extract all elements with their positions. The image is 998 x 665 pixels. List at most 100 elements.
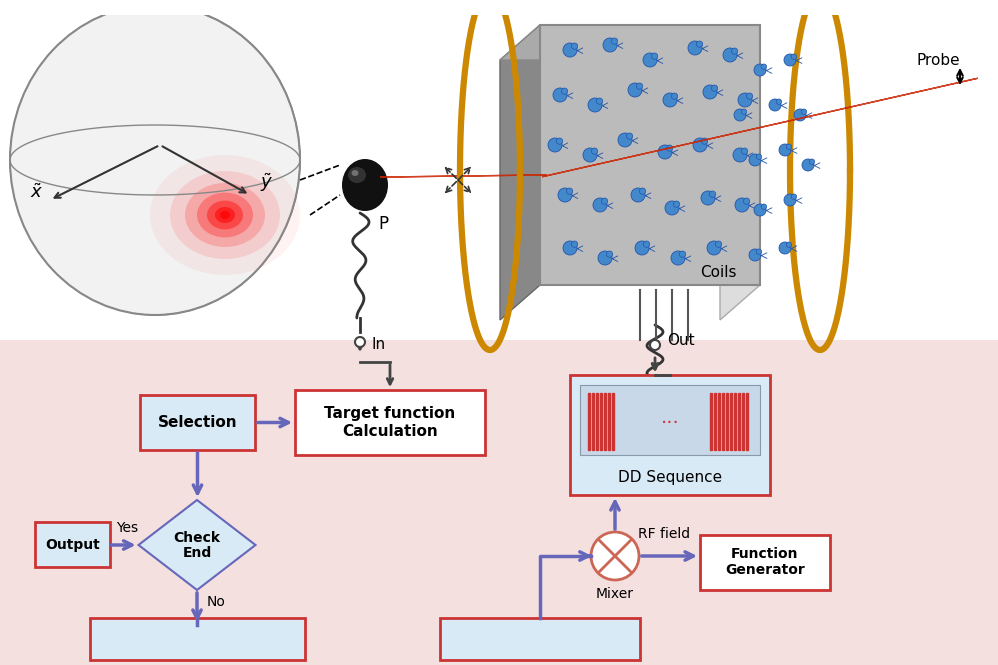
Circle shape	[749, 154, 761, 166]
Text: Probe: Probe	[916, 53, 960, 68]
Text: ...: ...	[661, 408, 680, 426]
Text: In: In	[372, 336, 386, 352]
Bar	[0, 0, 998, 15]
Circle shape	[628, 83, 642, 97]
Circle shape	[732, 48, 738, 55]
Polygon shape	[588, 393, 591, 450]
Text: Check: Check	[174, 531, 221, 545]
Circle shape	[562, 88, 568, 94]
Circle shape	[640, 188, 646, 194]
FancyBboxPatch shape	[700, 535, 830, 590]
Circle shape	[663, 93, 677, 107]
Circle shape	[735, 198, 749, 212]
Circle shape	[742, 109, 747, 114]
Polygon shape	[720, 25, 760, 320]
Ellipse shape	[220, 211, 230, 219]
Circle shape	[761, 64, 766, 69]
Text: Calculation: Calculation	[342, 424, 438, 439]
Ellipse shape	[197, 193, 253, 237]
Circle shape	[572, 43, 578, 49]
Text: RF field: RF field	[638, 527, 690, 541]
Polygon shape	[139, 500, 255, 590]
Circle shape	[612, 38, 618, 45]
Circle shape	[786, 242, 791, 247]
Bar	[540, 25, 760, 285]
Circle shape	[593, 198, 607, 212]
Circle shape	[597, 98, 603, 104]
Circle shape	[598, 251, 612, 265]
Circle shape	[733, 148, 747, 162]
Circle shape	[672, 93, 678, 99]
Circle shape	[627, 133, 633, 139]
Circle shape	[738, 93, 752, 107]
Circle shape	[779, 144, 791, 156]
Circle shape	[665, 201, 679, 215]
Polygon shape	[612, 393, 615, 450]
Polygon shape	[726, 393, 729, 450]
Circle shape	[716, 241, 722, 247]
Text: Yes: Yes	[117, 521, 139, 535]
Circle shape	[602, 198, 608, 204]
Text: No: No	[207, 595, 226, 609]
Text: Function: Function	[732, 547, 798, 561]
Circle shape	[701, 191, 715, 205]
Polygon shape	[500, 25, 540, 320]
Circle shape	[742, 148, 748, 154]
Circle shape	[754, 204, 766, 216]
Circle shape	[650, 340, 660, 350]
Circle shape	[802, 159, 814, 171]
Circle shape	[671, 251, 685, 265]
Circle shape	[734, 109, 746, 121]
Polygon shape	[746, 393, 748, 450]
Circle shape	[779, 242, 791, 254]
Polygon shape	[730, 393, 733, 450]
Polygon shape	[380, 175, 547, 177]
FancyBboxPatch shape	[570, 375, 770, 495]
Ellipse shape	[207, 201, 243, 229]
Circle shape	[652, 53, 658, 59]
Ellipse shape	[348, 167, 366, 183]
Polygon shape	[596, 393, 599, 450]
Text: DD Sequence: DD Sequence	[618, 469, 723, 485]
Circle shape	[703, 85, 717, 99]
FancyBboxPatch shape	[440, 618, 640, 660]
Circle shape	[643, 53, 657, 67]
Circle shape	[756, 154, 761, 160]
Text: Coils: Coils	[700, 265, 737, 279]
Circle shape	[794, 109, 806, 121]
Polygon shape	[718, 393, 721, 450]
Circle shape	[631, 188, 645, 202]
Text: End: End	[183, 546, 212, 560]
Polygon shape	[604, 393, 607, 450]
Ellipse shape	[150, 155, 300, 275]
Polygon shape	[608, 393, 611, 450]
Circle shape	[658, 145, 672, 159]
Polygon shape	[710, 393, 713, 450]
Ellipse shape	[351, 170, 358, 176]
Polygon shape	[500, 25, 760, 60]
Circle shape	[693, 138, 707, 152]
Text: Output: Output	[45, 537, 100, 551]
Circle shape	[591, 532, 639, 580]
Circle shape	[572, 241, 578, 247]
Circle shape	[761, 204, 766, 209]
Polygon shape	[714, 393, 717, 450]
Circle shape	[644, 241, 650, 247]
Polygon shape	[738, 393, 741, 450]
Circle shape	[688, 41, 702, 55]
Polygon shape	[600, 393, 603, 450]
Circle shape	[776, 99, 781, 104]
Circle shape	[702, 138, 708, 144]
FancyBboxPatch shape	[90, 618, 305, 660]
Polygon shape	[542, 78, 978, 177]
Circle shape	[680, 251, 686, 257]
FancyBboxPatch shape	[295, 390, 485, 455]
Polygon shape	[722, 393, 725, 450]
Circle shape	[637, 83, 643, 89]
Ellipse shape	[215, 207, 235, 223]
Circle shape	[791, 194, 796, 199]
Circle shape	[712, 85, 718, 91]
Circle shape	[558, 188, 572, 202]
Circle shape	[592, 148, 598, 154]
Circle shape	[747, 93, 752, 99]
